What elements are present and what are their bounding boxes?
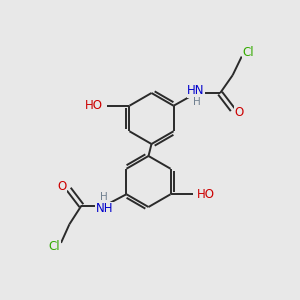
Text: HN: HN	[187, 84, 205, 97]
Text: H: H	[100, 192, 108, 202]
Text: O: O	[235, 106, 244, 118]
Text: H: H	[193, 97, 201, 107]
Text: NH: NH	[96, 202, 114, 215]
Text: HO: HO	[197, 188, 215, 201]
Text: Cl: Cl	[242, 46, 254, 59]
Text: Cl: Cl	[49, 240, 60, 253]
Text: HO: HO	[85, 99, 103, 112]
Text: O: O	[58, 180, 67, 193]
